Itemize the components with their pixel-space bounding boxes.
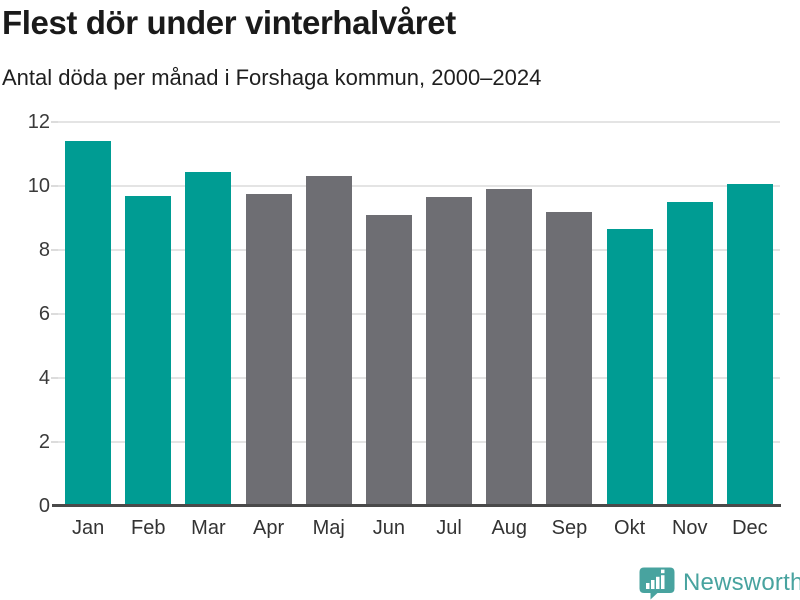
x-tick-label-dec: Dec: [732, 517, 768, 539]
gridline-2: [58, 441, 780, 443]
logo-exclamation-bar: [661, 574, 665, 589]
chart-title: Flest dör under vinterhalvåret: [2, 4, 456, 41]
newsworthy-brand-footer: Newsworthy: [638, 565, 800, 600]
x-tick-label-sep: Sep: [551, 517, 588, 539]
y-tick-2: [51, 441, 58, 443]
y-tick-6: [51, 313, 58, 315]
y-tick-label-12: 12: [27, 111, 50, 133]
chart-subtitle: Antal döda per månad i Forshaga kommun, …: [2, 65, 542, 90]
y-tick-label-4: 4: [38, 367, 50, 389]
y-tick-label-10: 10: [27, 175, 50, 197]
logo-bar-large: [656, 576, 660, 589]
bar-maj: [305, 176, 352, 506]
x-tick-label-apr: Apr: [253, 517, 285, 539]
bar-jul: [426, 197, 473, 506]
x-tick-label-jun: Jun: [372, 517, 406, 539]
x-tick-label-aug: Aug: [491, 517, 528, 539]
x-tick-label-okt: Okt: [614, 517, 646, 539]
logo-bar-small: [646, 582, 650, 589]
bar-feb: [125, 195, 172, 506]
x-tick-label-jan: Jan: [71, 517, 105, 539]
y-tick-label-2: 2: [38, 431, 50, 453]
y-tick-8: [51, 249, 58, 251]
y-tick-10: [51, 185, 58, 187]
x-tick-label-feb: Feb: [131, 517, 166, 539]
gridline-8: [58, 249, 780, 251]
y-tick-label-0: 0: [38, 495, 50, 517]
y-tick-4: [51, 377, 58, 379]
bar-dec: [726, 184, 773, 506]
bar-sep: [546, 211, 593, 506]
x-axis-line: [52, 504, 781, 507]
logo-bar-medium: [651, 579, 655, 589]
y-tick-12: [51, 121, 58, 123]
y-tick-label-8: 8: [38, 239, 50, 261]
bar-jan: [65, 141, 112, 506]
bar-mar: [185, 171, 232, 506]
gridline-12: [58, 121, 780, 123]
x-tick-label-maj: Maj: [312, 517, 345, 539]
bar-apr: [245, 194, 292, 506]
x-tick-label-nov: Nov: [671, 517, 708, 539]
gridline-4: [58, 377, 780, 379]
gridline-6: [58, 313, 780, 315]
x-tick-label-mar: Mar: [191, 517, 226, 539]
y-tick-label-6: 6: [38, 303, 50, 325]
newsworthy-speech-bubble-chart-icon: [639, 567, 675, 599]
gridline-10: [58, 185, 780, 187]
bar-okt: [606, 229, 653, 506]
bar-aug: [486, 189, 533, 506]
bar-jun: [365, 214, 412, 506]
brand-name: Newsworthy: [683, 568, 800, 596]
x-tick-label-jul: Jul: [436, 517, 462, 539]
logo-exclamation-dot: [661, 569, 665, 573]
bar-nov: [666, 202, 713, 506]
